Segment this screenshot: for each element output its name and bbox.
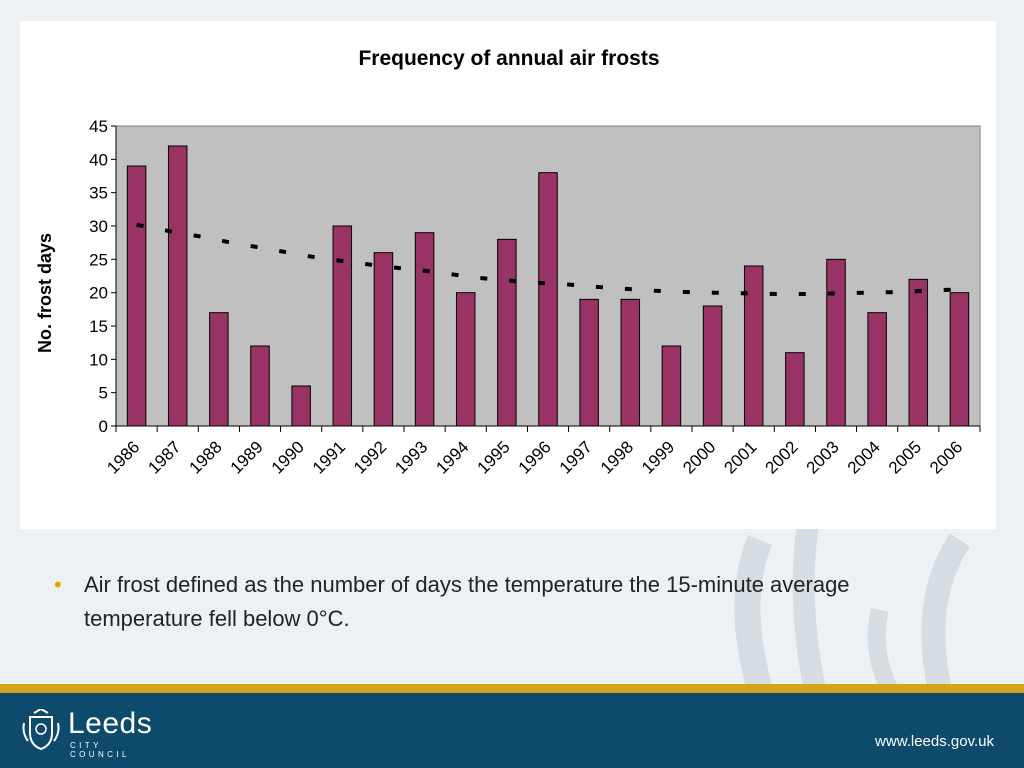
bar-1988 bbox=[209, 312, 229, 427]
x-tick-label-1986: 1986 bbox=[103, 437, 143, 477]
y-tick-label-30: 30 bbox=[89, 217, 108, 236]
x-tick-label-1990: 1990 bbox=[268, 437, 308, 477]
x-tick-label-2002: 2002 bbox=[762, 437, 802, 477]
chart-panel: Frequency of annual air frosts No. frost… bbox=[20, 21, 996, 529]
x-tick-label-1997: 1997 bbox=[556, 437, 596, 477]
x-tick-label-1988: 1988 bbox=[186, 437, 226, 477]
bar-1996 bbox=[538, 172, 558, 427]
bar-1997 bbox=[579, 298, 599, 427]
x-tick-label-2006: 2006 bbox=[926, 437, 966, 477]
bar-1993 bbox=[414, 232, 435, 427]
y-tick-label-35: 35 bbox=[89, 184, 108, 203]
coat-of-arms-icon bbox=[22, 709, 60, 751]
x-tick-label-1987: 1987 bbox=[144, 437, 184, 477]
bar-1987 bbox=[167, 145, 188, 427]
bar-2005 bbox=[908, 278, 929, 427]
bar-2002 bbox=[785, 352, 805, 427]
logo-wordmark: Leeds bbox=[68, 707, 153, 740]
y-tick-label-15: 15 bbox=[89, 317, 108, 336]
bullet-text: Air frost defined as the number of days … bbox=[84, 572, 850, 631]
y-tick-label-20: 20 bbox=[89, 284, 108, 303]
bar-1999 bbox=[661, 345, 682, 427]
y-tick-label-40: 40 bbox=[89, 150, 108, 169]
x-tick-label-1993: 1993 bbox=[391, 437, 431, 477]
y-axis-label: No. frost days bbox=[35, 233, 55, 353]
y-tick-label-10: 10 bbox=[89, 350, 108, 369]
bar-1998 bbox=[620, 298, 641, 427]
y-tick-label-0: 0 bbox=[99, 417, 108, 436]
bar-2006 bbox=[949, 292, 970, 427]
bar-1994 bbox=[455, 292, 476, 427]
y-tick-label-45: 45 bbox=[89, 117, 108, 136]
website-link[interactable]: www.leeds.gov.uk bbox=[875, 733, 994, 750]
bar-2003 bbox=[826, 258, 846, 427]
bullet-note: • Air frost defined as the number of day… bbox=[54, 568, 922, 636]
x-tick-label-1995: 1995 bbox=[474, 437, 514, 477]
bar-1992 bbox=[373, 252, 394, 427]
bar-2000 bbox=[702, 305, 723, 427]
bar-1989 bbox=[250, 345, 270, 427]
x-tick-label-2000: 2000 bbox=[679, 437, 719, 477]
x-tick-label-2005: 2005 bbox=[885, 437, 925, 477]
x-tick-label-1999: 1999 bbox=[638, 437, 678, 477]
x-tick-label-2001: 2001 bbox=[720, 437, 760, 477]
x-tick-label-1989: 1989 bbox=[227, 437, 267, 477]
bar-2004 bbox=[867, 312, 887, 427]
bar-1986 bbox=[126, 165, 147, 427]
chart-title: Frequency of annual air frosts bbox=[358, 47, 659, 70]
bar-1990 bbox=[291, 385, 311, 427]
bar-2001 bbox=[743, 265, 764, 427]
x-tick-label-1992: 1992 bbox=[350, 437, 390, 477]
footer-bar: Leeds CITY COUNCIL www.leeds.gov.uk bbox=[0, 693, 1024, 768]
x-tick-label-1994: 1994 bbox=[432, 437, 472, 477]
leeds-logo[interactable]: Leeds CITY COUNCIL bbox=[20, 707, 160, 759]
bullet-dot-icon: • bbox=[54, 572, 62, 597]
bar-1991 bbox=[332, 225, 353, 427]
x-tick-label-1996: 1996 bbox=[515, 437, 555, 477]
x-tick-label-1998: 1998 bbox=[597, 437, 637, 477]
y-tick-label-5: 5 bbox=[99, 384, 108, 403]
x-tick-label-1991: 1991 bbox=[309, 437, 349, 477]
x-tick-label-2004: 2004 bbox=[844, 437, 884, 477]
bar-1995 bbox=[497, 238, 517, 427]
frost-chart: Frequency of annual air frosts No. frost… bbox=[35, 47, 981, 478]
y-tick-label-25: 25 bbox=[89, 250, 108, 269]
logo-subtitle: CITY COUNCIL bbox=[70, 741, 130, 759]
footer-accent-bar bbox=[0, 684, 1024, 693]
x-tick-label-2003: 2003 bbox=[803, 437, 843, 477]
